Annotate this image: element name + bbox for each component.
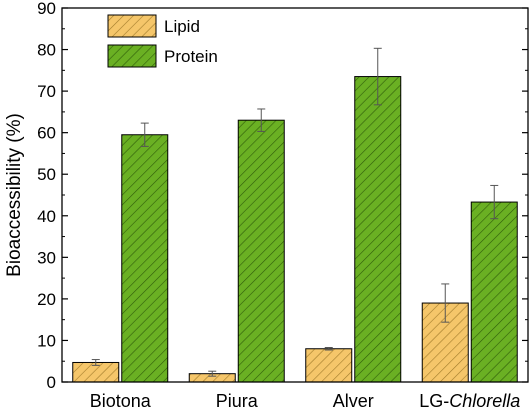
y-tick-label: 30 (37, 248, 56, 267)
y-tick-label: 60 (37, 124, 56, 143)
bar-lipid-0 (72, 359, 120, 383)
bar-lipid-3 (421, 283, 469, 383)
bar-lipid-1 (188, 370, 236, 383)
legend-item-lipid: Lipid (107, 14, 200, 38)
x-category-label: Alver (333, 391, 374, 411)
legend-swatch (107, 44, 157, 68)
legend-label: Protein (164, 47, 218, 66)
legend-item-protein: Protein (107, 44, 218, 68)
bar-protein-0 (121, 122, 169, 383)
bar-outline (305, 348, 353, 383)
bar-outline (470, 201, 518, 383)
bar-outline (354, 76, 402, 383)
y-tick-label: 20 (37, 290, 56, 309)
bar-outline (237, 119, 285, 383)
y-tick-label: 0 (47, 373, 56, 392)
legend: Lipid Protein (107, 14, 218, 68)
x-category-label: LG-Chlorella (419, 391, 520, 411)
error-bar (373, 47, 382, 106)
y-tick-label: 10 (37, 331, 56, 350)
bar-protein-2 (354, 47, 402, 383)
error-bar (324, 347, 333, 351)
y-axis-title: Bioaccessibility (%) (4, 113, 25, 277)
error-bar (140, 122, 149, 147)
legend-label: Lipid (164, 17, 200, 36)
y-tick-label: 40 (37, 207, 56, 226)
error-bar (208, 370, 217, 377)
y-tick-label: 50 (37, 165, 56, 184)
x-category-label: Piura (216, 391, 259, 411)
error-bar (441, 283, 450, 323)
bar-outline (121, 134, 169, 383)
error-bar (490, 184, 499, 220)
bar-protein-1 (237, 108, 285, 383)
axes-layer: 0 10 20 30 40 50 60 70 80 90 Biotona Piura Alver LG-C… (37, 0, 529, 411)
y-tick-label: 70 (37, 82, 56, 101)
y-tick-label: 80 (37, 41, 56, 60)
bars-layer (72, 47, 518, 383)
y-tick-label: 90 (37, 0, 56, 18)
error-bar (257, 108, 266, 132)
legend-swatch (107, 14, 157, 38)
x-category-label: Biotona (90, 391, 152, 411)
bar-protein-3 (470, 184, 518, 383)
error-bar (91, 359, 100, 366)
bar-lipid-2 (305, 347, 353, 383)
